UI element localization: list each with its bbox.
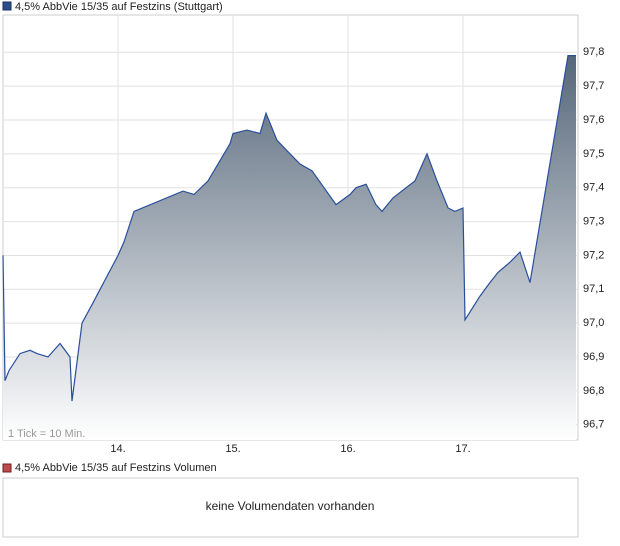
y-tick-label: 96,9 <box>583 351 604 363</box>
x-tick-label: 15. <box>225 443 240 455</box>
volume-message: keine Volumendaten vorhanden <box>206 499 375 513</box>
y-tick-label: 97,3 <box>583 215 604 227</box>
area-fill <box>3 55 576 440</box>
price-line <box>2 55 576 402</box>
x-tick-label: 17. <box>455 443 470 455</box>
volume-frame <box>2 477 579 538</box>
legend-swatch <box>2 1 12 11</box>
y-tick-label: 97,8 <box>583 46 604 58</box>
legend-swatch <box>2 463 12 473</box>
y-tick-label: 97,7 <box>583 80 604 92</box>
y-tick-label: 97,2 <box>583 249 604 261</box>
annotation: 1 Tick = 10 Min. <box>8 428 85 440</box>
y-tick-label: 97,6 <box>583 114 604 126</box>
x-tick-label: 14. <box>110 443 125 455</box>
y-tick-label: 96,8 <box>583 385 604 397</box>
legend-label: 4,5% AbbVie 15/35 auf Festzins Volumen <box>15 462 217 474</box>
y-tick-label: 97,4 <box>583 182 604 194</box>
y-tick-label: 97,0 <box>583 317 604 329</box>
y-tick-label: 97,1 <box>583 283 604 295</box>
y-tick-label: 97,5 <box>583 148 604 160</box>
x-tick-label: 16. <box>340 443 355 455</box>
y-tick-label: 96,7 <box>583 419 604 431</box>
legend-label: 4,5% AbbVie 15/35 auf Festzins (Stuttgar… <box>15 1 223 13</box>
